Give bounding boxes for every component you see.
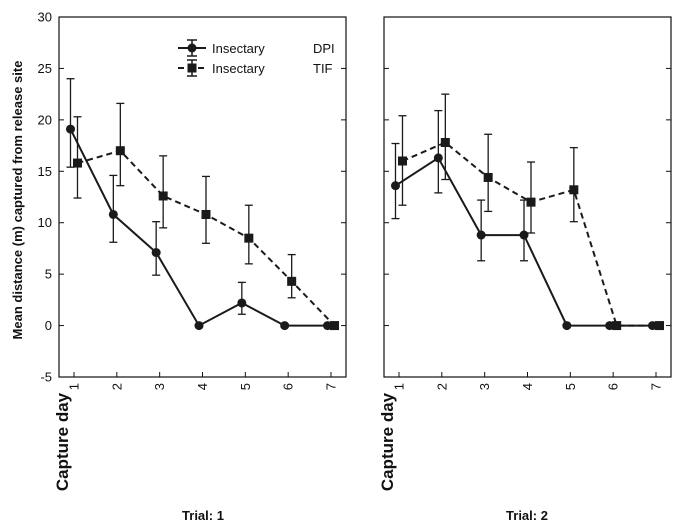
x-tick-label: 3 — [152, 383, 167, 390]
data-point-tif — [287, 276, 297, 286]
data-point-dpi — [65, 124, 75, 134]
x-tick-label: 4 — [520, 383, 535, 390]
x-tick-label: 6 — [281, 383, 296, 390]
data-point-dpi — [562, 321, 572, 331]
legend-marker-tif — [187, 63, 197, 73]
data-point-dpi — [323, 321, 333, 331]
x-tick-label: 6 — [606, 383, 621, 390]
data-point-dpi — [194, 321, 204, 331]
data-point-dpi — [433, 153, 443, 163]
y-tick-label: 20 — [38, 112, 52, 127]
legend-code-tif: TIF — [313, 61, 333, 76]
x-tick-label: 5 — [563, 383, 578, 390]
data-point-tif — [483, 172, 493, 182]
data-point-dpi — [108, 209, 118, 219]
panel-label-trial-1: Trial: 1 — [182, 508, 224, 523]
y-tick-label: 0 — [45, 318, 52, 333]
x-tick-label: 2 — [109, 383, 124, 390]
data-point-dpi — [390, 181, 400, 191]
legend-entry-dpi: Insectary DPI — [178, 39, 335, 57]
data-point-dpi — [237, 298, 247, 308]
y-tick-label: 25 — [38, 61, 52, 76]
y-tick-label: 10 — [38, 215, 52, 230]
x-tick-label: 1 — [66, 383, 81, 390]
data-point-tif — [569, 185, 579, 195]
data-point-tif — [330, 321, 340, 331]
legend-marker-dpi — [187, 43, 197, 53]
x-tick-label: 1 — [391, 383, 406, 390]
series-line-dpi-trial-1 — [69, 128, 328, 327]
x-tick-label: 7 — [324, 383, 339, 390]
panel-label-trial-2: Trial: 2 — [506, 508, 548, 523]
data-point-tif — [201, 209, 211, 219]
x-tick-label: 7 — [649, 383, 664, 390]
y-axis-title: Mean distance (m) captured from release … — [10, 61, 25, 340]
x-axis-title-trial-1: Capture day — [53, 392, 72, 491]
data-point-dpi — [605, 321, 615, 331]
y-tick-label: -5 — [40, 370, 52, 385]
x-axis-title-trial-2: Capture day — [378, 392, 397, 491]
data-point-dpi — [519, 230, 529, 240]
data-point-tif — [115, 146, 125, 156]
data-point-tif — [397, 156, 407, 166]
legend-entry-tif: Insectary TIF — [178, 59, 333, 77]
data-point-dpi — [476, 230, 486, 240]
y-tick-label: 30 — [38, 10, 52, 25]
plot-frame-trial-2 — [383, 16, 672, 378]
data-point-tif — [526, 197, 536, 207]
legend-label-dpi: Insectary — [212, 41, 265, 56]
x-tick-label: 5 — [238, 383, 253, 390]
data-point-dpi — [151, 248, 161, 258]
x-tick-label: 3 — [477, 383, 492, 390]
data-point-tif — [655, 321, 665, 331]
x-tick-label: 2 — [434, 383, 449, 390]
data-point-tif — [612, 321, 622, 331]
y-tick-label: 5 — [45, 267, 52, 282]
y-tick-label: 15 — [38, 164, 52, 179]
legend-label-tif: Insectary — [212, 61, 265, 76]
legend-code-dpi: DPI — [313, 41, 335, 56]
data-point-tif — [244, 233, 254, 243]
legend: Insectary DPI Insectary TIF — [178, 39, 335, 77]
data-point-dpi — [280, 321, 290, 331]
x-tick-label: 4 — [195, 383, 210, 390]
data-point-tif — [158, 191, 168, 201]
data-point-tif — [72, 158, 82, 168]
data-point-tif — [440, 137, 450, 147]
